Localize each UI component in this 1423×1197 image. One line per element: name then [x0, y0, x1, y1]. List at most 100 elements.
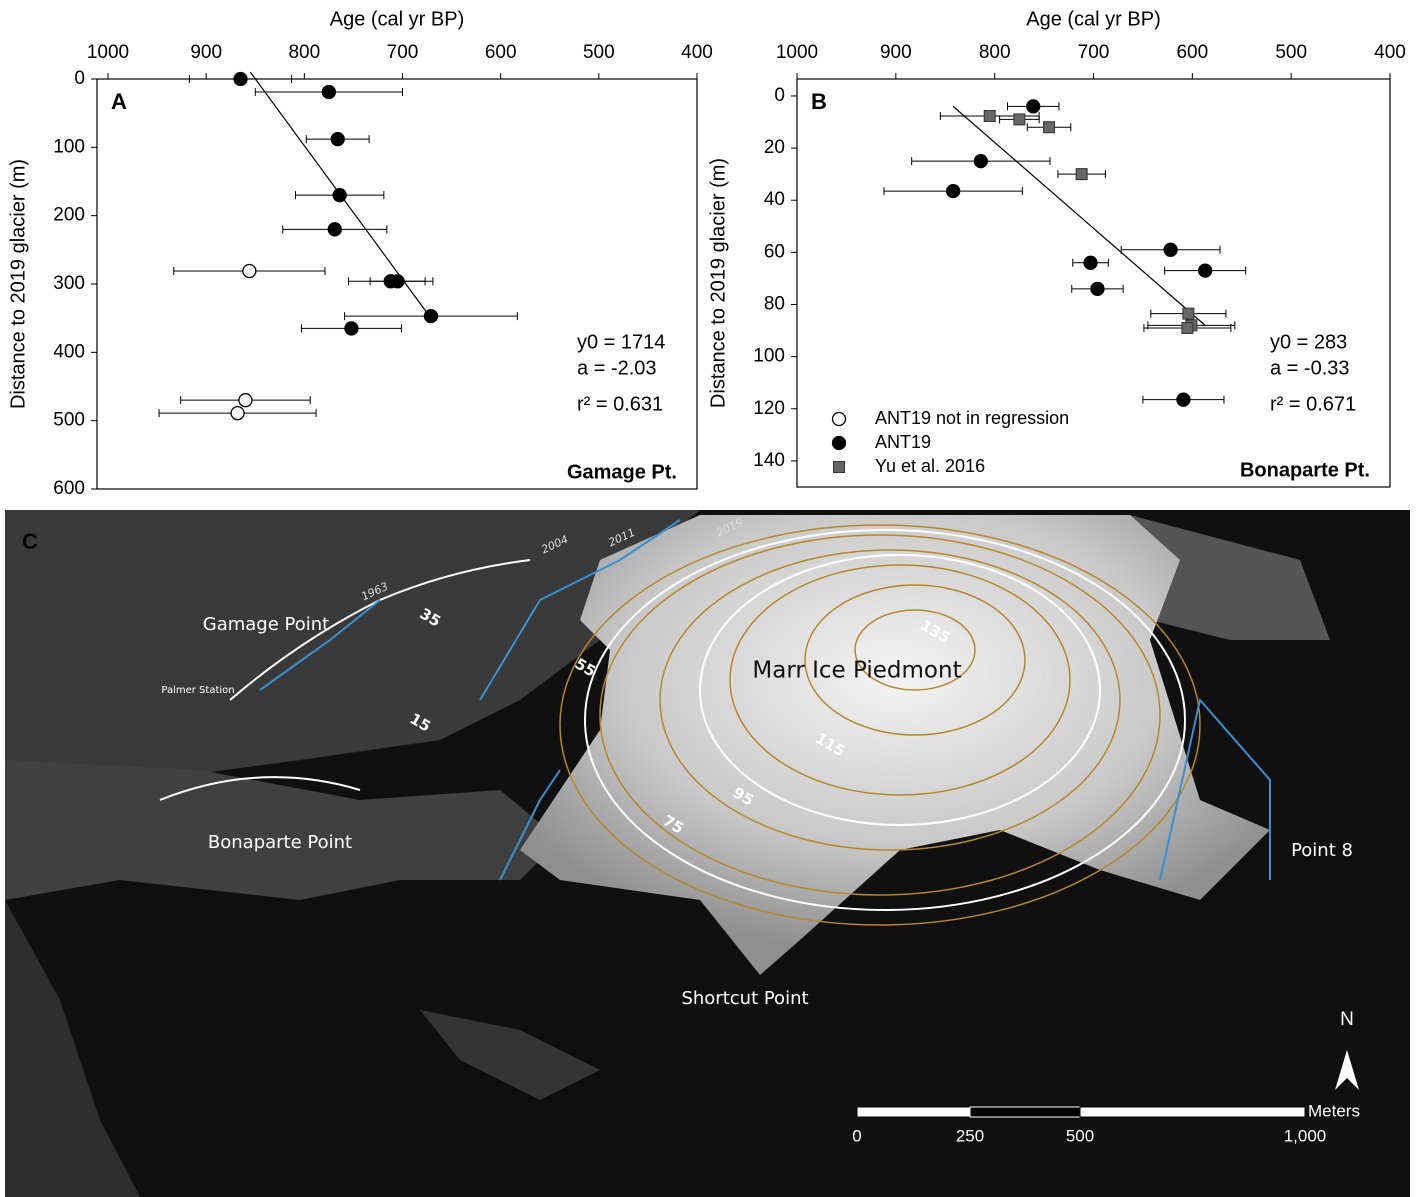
- y-tick-label: 80: [764, 294, 785, 315]
- data-point: [390, 274, 405, 289]
- x-tick-label: 500: [1275, 42, 1307, 63]
- x-tick-label: 400: [681, 42, 713, 63]
- data-point: [423, 308, 439, 324]
- scale-segment: [856, 1106, 971, 1118]
- y-tick-label: 40: [764, 189, 785, 210]
- glacier: [520, 515, 1270, 975]
- x-tick-label: 1000: [776, 42, 818, 63]
- x-tick-label: 400: [1374, 42, 1406, 63]
- scale-label: 250: [956, 1126, 984, 1145]
- y-tick-label: 100: [53, 136, 85, 157]
- y-tick-label: 60: [764, 241, 785, 262]
- fit-line: [952, 105, 1206, 326]
- y-tick-label: 0: [74, 68, 85, 89]
- legend-label: Yu et al. 2016: [875, 456, 985, 476]
- x-tick-label: 600: [1176, 42, 1208, 63]
- data-point: [946, 183, 961, 199]
- data-point: [1176, 392, 1191, 407]
- legend-marker: [831, 435, 847, 451]
- data-point: [327, 222, 342, 237]
- data-point: [1182, 307, 1195, 320]
- scale-segment: [1079, 1106, 1306, 1118]
- site-label: Bonaparte Pt.: [1240, 459, 1370, 481]
- y-axis-title: Distance to 2019 glacier (m): [707, 158, 729, 408]
- x-tick-label: 800: [288, 42, 320, 63]
- panel-label: B: [811, 89, 827, 114]
- data-point: [983, 110, 996, 123]
- data-point: [1026, 99, 1041, 114]
- fit-stat: y0 = 283: [1270, 331, 1347, 353]
- land: [5, 510, 700, 780]
- place-label: Point 8: [1291, 840, 1353, 861]
- data-point: [1090, 281, 1105, 297]
- legend-marker: [833, 461, 845, 473]
- contours: [559, 524, 1201, 926]
- data-point: [1013, 113, 1026, 126]
- panel-label: A: [111, 89, 127, 114]
- legend-label: ANT19 not in regression: [875, 408, 1069, 428]
- fit-stat: r² = 0.671: [1270, 393, 1356, 415]
- data-point: [238, 393, 253, 408]
- ice-margins: [259, 519, 1271, 881]
- scale-label: 0: [852, 1126, 861, 1145]
- scale-segment: [969, 1106, 1081, 1118]
- x-tick-label: 500: [583, 42, 615, 63]
- data-point: [973, 153, 988, 169]
- scale-label: 500: [1066, 1126, 1094, 1145]
- y-tick-label: 20: [764, 137, 785, 158]
- y-tick-label: 120: [753, 398, 785, 419]
- legend-marker: [831, 411, 847, 427]
- x-tick-label: 600: [485, 42, 517, 63]
- legend-label: ANT19: [875, 432, 931, 452]
- x-tick-label: 800: [979, 42, 1011, 63]
- y-tick-label: 140: [753, 450, 785, 471]
- map: C Gamage Point Palmer Station Bonaparte Poi…: [5, 510, 1410, 1197]
- y-tick-label: 0: [774, 85, 785, 106]
- scale-label: 1,000: [1284, 1126, 1327, 1145]
- data-point: [330, 131, 345, 147]
- data-point: [233, 71, 248, 87]
- place-label: Shortcut Point: [681, 988, 808, 1009]
- data-point: [1083, 255, 1098, 270]
- place-label: Marr Ice Piedmont: [752, 658, 961, 684]
- x-tick-label: 900: [880, 42, 912, 63]
- y-tick-label: 200: [53, 205, 85, 226]
- panel-label: C: [22, 529, 38, 554]
- data-point: [1181, 321, 1194, 334]
- data-point: [242, 263, 257, 279]
- land: [5, 900, 140, 1197]
- site-label: Gamage Pt.: [567, 461, 677, 483]
- north-label: N: [1340, 1009, 1354, 1030]
- data-point: [344, 321, 359, 336]
- data-point: [1043, 121, 1056, 134]
- x-axis-title: Age (cal yr BP): [1026, 8, 1160, 30]
- x-tick-label: 1000: [87, 42, 129, 63]
- land: [420, 1010, 600, 1100]
- fit-stat: a = -2.03: [577, 357, 657, 379]
- data-point: [321, 84, 337, 100]
- place-label: Bonaparte Point: [208, 832, 352, 853]
- place-label: Palmer Station: [161, 685, 234, 696]
- place-label: Gamage Point: [203, 614, 329, 635]
- fit-stat: r² = 0.631: [577, 393, 663, 415]
- y-tick-label: 100: [753, 346, 785, 367]
- data-point: [230, 405, 245, 421]
- x-axis-title: Age (cal yr BP): [330, 8, 464, 30]
- y-tick-label: 600: [53, 478, 85, 499]
- scale-unit: Meters: [1308, 1101, 1360, 1120]
- y-tick-label: 500: [53, 410, 85, 431]
- x-tick-label: 700: [387, 42, 419, 63]
- data-point: [1075, 168, 1088, 181]
- fit-stat: a = -0.33: [1270, 357, 1350, 379]
- y-tick-label: 400: [53, 341, 85, 362]
- land: [5, 760, 560, 900]
- north-arrow: [1335, 1050, 1359, 1090]
- fit-stat: y0 = 1714: [577, 331, 665, 353]
- land: [1130, 515, 1330, 640]
- data-point: [1198, 263, 1213, 278]
- y-axis-title: Distance to 2019 glacier (m): [7, 159, 29, 409]
- x-tick-label: 700: [1078, 42, 1110, 63]
- data-point: [332, 188, 347, 203]
- data-point: [1163, 242, 1178, 257]
